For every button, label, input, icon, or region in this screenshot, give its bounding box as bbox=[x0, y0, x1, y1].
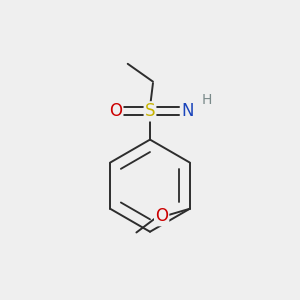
Text: H: H bbox=[201, 93, 212, 107]
Text: O: O bbox=[155, 207, 168, 225]
Text: S: S bbox=[145, 102, 155, 120]
Text: N: N bbox=[181, 102, 194, 120]
Text: O: O bbox=[109, 102, 122, 120]
